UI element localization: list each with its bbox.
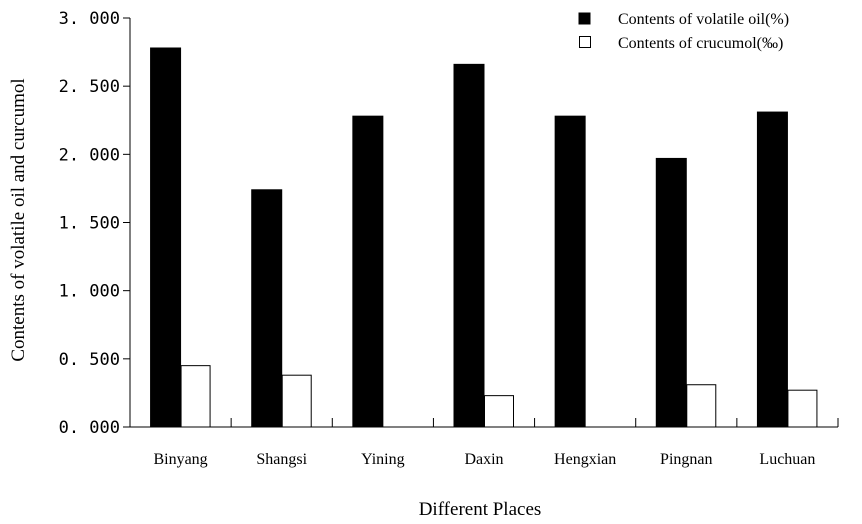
x-axis-title: Different Places bbox=[419, 499, 542, 520]
y-axis-title: Contents of volatile oil and curcumol bbox=[8, 78, 29, 361]
bar-curcumol-pingnan bbox=[686, 384, 717, 428]
legend-label-curcumol: Contents of crucumol(‰) bbox=[618, 35, 783, 52]
y-tick-label: 2. 000 bbox=[59, 145, 120, 165]
y-tick-label: 0. 500 bbox=[59, 350, 120, 370]
bar-curcumol-luchuan bbox=[787, 389, 818, 428]
x-tick-label-yining: Yining bbox=[361, 451, 405, 468]
x-tick-label-luchuan: Luchuan bbox=[759, 451, 815, 468]
bars bbox=[150, 47, 818, 428]
bar-curcumol-binyang bbox=[180, 365, 211, 428]
x-tick-label-daxin: Daxin bbox=[464, 451, 503, 468]
y-tick-label: 1. 500 bbox=[59, 214, 120, 234]
bar-curcumol-daxin bbox=[484, 395, 514, 428]
bar-curcumol-shangsi bbox=[281, 374, 312, 428]
x-tick-label-binyang: Binyang bbox=[153, 451, 207, 468]
legend-label-volatile-oil: Contents of volatile oil(%) bbox=[618, 11, 789, 28]
bar-volatile-oil-luchuan bbox=[756, 111, 788, 428]
y-tick-label: 2. 500 bbox=[59, 77, 120, 97]
x-tick-label-hengxian: Hengxian bbox=[554, 451, 616, 468]
x-ticks bbox=[230, 418, 839, 427]
legend-swatch-curcumol bbox=[579, 36, 591, 48]
x-tick-label-pingnan: Pingnan bbox=[660, 451, 712, 468]
bar-volatile-oil-yining bbox=[352, 115, 384, 428]
x-tick-labels: Binyang Shangsi Yining Daxin Hengxian Pingnan… bbox=[153, 451, 815, 468]
bar-volatile-oil-pingnan bbox=[655, 157, 687, 428]
bar-volatile-oil-binyang bbox=[150, 47, 182, 428]
bar-volatile-oil-hengxian bbox=[554, 115, 586, 428]
legend-swatch-volatile-oil bbox=[578, 12, 591, 25]
x-tick-label-shangsi: Shangsi bbox=[256, 451, 307, 468]
y-tick-label: 3. 000 bbox=[59, 9, 120, 29]
y-ticks: 0. 000 0. 500 1. 000 1. 500 2. 000 2. 500 3. 0… bbox=[59, 9, 130, 438]
bar-volatile-oil-shangsi bbox=[251, 189, 283, 428]
bar-volatile-oil-daxin bbox=[453, 63, 485, 428]
legend: Contents of volatile oil(%) Contents of … bbox=[578, 11, 789, 52]
y-tick-label: 1. 000 bbox=[59, 282, 120, 302]
y-tick-label: 0. 000 bbox=[59, 418, 120, 438]
